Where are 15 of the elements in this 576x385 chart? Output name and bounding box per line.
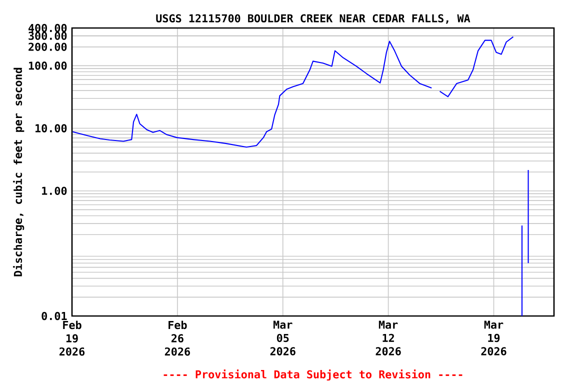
x-tick-label: Feb 19 2026	[59, 320, 85, 356]
y-tick-label: 200.00	[28, 42, 67, 51]
y-tick-label: 100.00	[28, 62, 67, 70]
chart-title: USGS 12115700 BOULDER CREEK NEAR CEDAR FALLS, WA	[156, 14, 470, 24]
x-tick-label: Feb 26 2026	[164, 320, 190, 356]
y-tick-label: 10.00	[36, 124, 67, 132]
x-tick-label: Mar 19 2026	[481, 320, 506, 356]
text: ---- Provisional Data Subject to Revision ----	[164, 369, 462, 381]
x-tick-label: Mar 12 2026	[376, 320, 401, 356]
y-tick-label: 0.01	[42, 312, 67, 320]
y-tick-label: 300.00	[28, 32, 67, 40]
y-axis-title: Discharge, cubic feet per second	[13, 68, 24, 276]
x-tick-label: Mar 05 2026	[270, 320, 296, 356]
y-tick-label: 400.00	[28, 24, 67, 32]
y-tick-label: 1.00	[42, 186, 67, 195]
